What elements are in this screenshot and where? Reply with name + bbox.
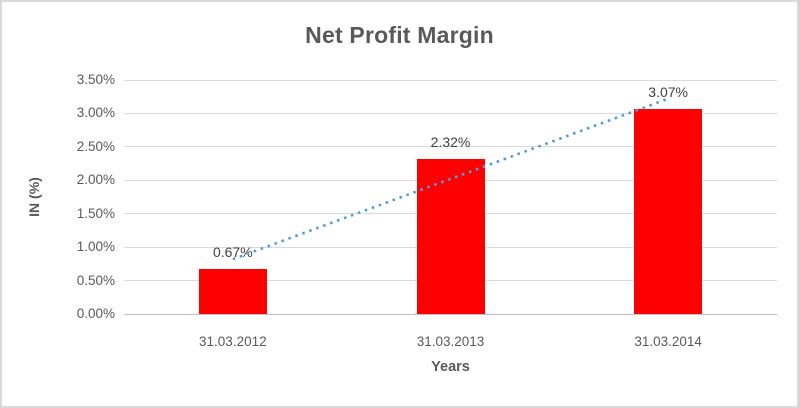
y-axis-tick-label: 3.50%	[76, 72, 115, 87]
y-axis-tick-label: 2.50%	[76, 138, 115, 154]
gridline	[124, 146, 777, 148]
bar-data-label: 2.32%	[430, 133, 471, 150]
trendline	[232, 97, 669, 261]
bar-31.03.2013	[416, 158, 485, 314]
x-axis-line	[124, 313, 777, 315]
chart-title: Net Profit Margin	[305, 22, 494, 48]
bar-data-label: 3.07%	[648, 83, 688, 100]
y-axis-tick-label: 3.00%	[76, 105, 115, 121]
x-axis-title: Years	[431, 359, 470, 375]
bar-31.03.2014	[634, 108, 703, 314]
y-axis-tick-label: 0.00%	[76, 306, 115, 321]
gridline	[124, 112, 777, 114]
plot-area: 0.67% 2.32% 3.07%	[124, 79, 777, 315]
bar-data-label: 0.67%	[212, 244, 253, 261]
y-axis-tick-label: 0.50%	[76, 272, 115, 288]
x-axis-category-label: 31.03.2012	[199, 334, 267, 349]
x-axis-category-label: 31.03.2013	[416, 334, 485, 349]
y-axis-tick-label: 2.00%	[76, 172, 115, 188]
gridline	[124, 79, 777, 81]
x-axis-category-label: 31.03.2014	[634, 334, 702, 349]
y-axis-tick-label: 1.00%	[76, 239, 115, 255]
bar-31.03.2012	[198, 269, 267, 314]
y-axis-tick-label: 1.50%	[76, 205, 115, 221]
